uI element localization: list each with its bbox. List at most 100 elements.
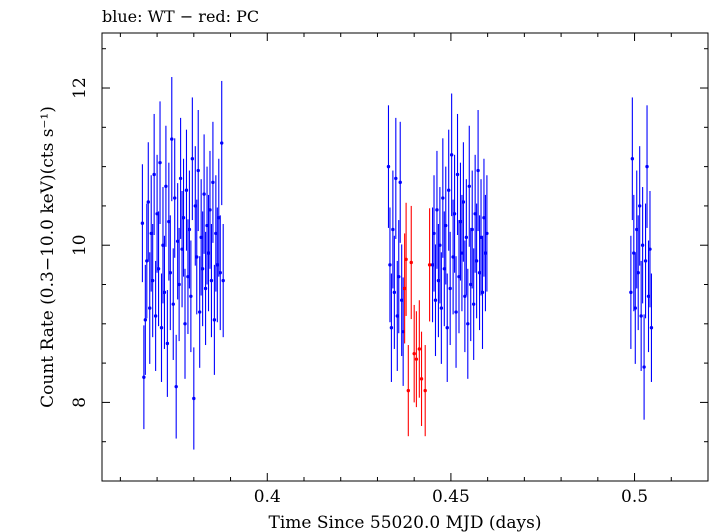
data-point-wt — [637, 204, 642, 208]
data-point-wt — [444, 223, 448, 228]
data-point-wt — [186, 274, 190, 279]
plot-frame — [101, 32, 709, 482]
data-point-wt — [189, 294, 193, 298]
data-point-wt — [433, 298, 438, 302]
data-point-wt — [148, 306, 152, 310]
data-point-wt — [170, 137, 174, 141]
data-point-pc — [409, 260, 413, 265]
data-point-wt — [395, 314, 399, 318]
data-point-wt — [386, 164, 391, 169]
data-point-wt — [167, 219, 171, 224]
data-point-wt — [642, 365, 646, 369]
data-point-wt — [442, 267, 446, 271]
data-point-wt — [394, 176, 398, 181]
data-point-wt — [173, 196, 177, 200]
series-wt — [140, 77, 654, 450]
data-point-wt — [183, 322, 187, 326]
x-tick-label: 0.5 — [621, 487, 648, 507]
data-point-wt — [196, 168, 200, 173]
data-point-wt — [432, 231, 436, 236]
data-point-wt — [457, 274, 461, 279]
data-point-wt — [187, 227, 192, 232]
data-point-wt — [471, 302, 476, 306]
data-point-wt — [636, 271, 640, 275]
data-point-wt — [152, 172, 156, 177]
data-point-wt — [388, 263, 392, 267]
data-point-wt — [452, 212, 457, 216]
data-point-wt — [435, 208, 439, 212]
data-point-wt — [164, 184, 168, 188]
data-point-wt — [209, 278, 214, 283]
data-point-wt — [639, 314, 643, 318]
data-point-wt — [630, 157, 635, 161]
data-point-wt — [150, 278, 155, 283]
data-point-wt — [180, 247, 184, 251]
data-point-wt — [483, 251, 488, 255]
data-point-wt — [190, 157, 195, 161]
data-point-wt — [632, 251, 636, 255]
data-point-wt — [480, 290, 485, 295]
data-point-pc — [417, 347, 422, 351]
data-point-wt — [142, 375, 146, 379]
data-point-wt — [215, 263, 220, 267]
data-point-pc — [423, 388, 427, 393]
data-point-wt — [389, 326, 394, 330]
data-point-wt — [391, 227, 395, 232]
series-pc — [402, 202, 432, 437]
y-axis-title: Count Rate (0.3−10.0 keV)(cts s⁻¹) — [38, 106, 58, 408]
data-point-wt — [143, 318, 148, 322]
x-axis-ticks: 0.4 0.45 0.5 — [119, 33, 672, 507]
data-point-pc — [427, 263, 432, 267]
data-point-wt — [218, 271, 222, 275]
data-point-wt — [149, 231, 153, 236]
data-point-wt — [454, 310, 458, 314]
data-point-wt — [168, 271, 173, 275]
data-point-wt — [205, 223, 209, 228]
data-point-wt — [448, 286, 452, 291]
data-point-wt — [451, 255, 455, 259]
data-point-wt — [197, 310, 202, 314]
x-tick-label: 0.4 — [254, 487, 281, 507]
data-point-wt — [458, 219, 463, 224]
data-point-wt — [199, 235, 203, 240]
data-point-wt — [640, 243, 645, 247]
data-point-pc — [419, 377, 424, 381]
data-point-wt — [397, 274, 401, 279]
data-point-wt — [439, 306, 444, 310]
data-point-wt — [175, 239, 180, 243]
data-point-wt — [171, 302, 175, 306]
data-point-wt — [646, 294, 651, 298]
data-point-wt — [220, 141, 224, 145]
data-point-wt — [212, 318, 217, 322]
data-point-wt — [140, 221, 145, 225]
data-point-pc — [412, 351, 416, 356]
data-point-wt — [648, 247, 652, 251]
y-tick-label: 8 — [70, 397, 90, 408]
data-point-wt — [438, 243, 442, 247]
data-point-wt — [214, 231, 218, 236]
data-point-wt — [206, 251, 211, 255]
data-point-wt — [158, 160, 162, 165]
data-point-wt — [192, 396, 196, 401]
data-point-wt — [211, 180, 215, 185]
data-point-wt — [398, 180, 402, 185]
data-point-wt — [208, 208, 212, 212]
data-point-wt — [649, 326, 654, 330]
data-point-wt — [159, 326, 164, 330]
data-point-wt — [145, 259, 149, 263]
data-point-wt — [463, 294, 467, 298]
data-point-pc — [404, 257, 408, 262]
data-point-wt — [473, 212, 477, 216]
data-point-wt — [392, 290, 397, 295]
x-axis-title: Time Since 55020.0 MJD (days) — [269, 513, 542, 532]
data-point-wt — [464, 235, 469, 240]
data-point-wt — [449, 153, 454, 157]
data-point-wt — [217, 216, 221, 220]
data-point-wt — [401, 329, 405, 334]
data-point-wt — [155, 212, 159, 216]
data-point-wt — [643, 259, 648, 263]
data-point-pc — [402, 286, 407, 291]
data-point-wt — [629, 290, 633, 295]
y-tick-label: 10 — [70, 234, 90, 256]
data-point-wt — [441, 196, 445, 200]
